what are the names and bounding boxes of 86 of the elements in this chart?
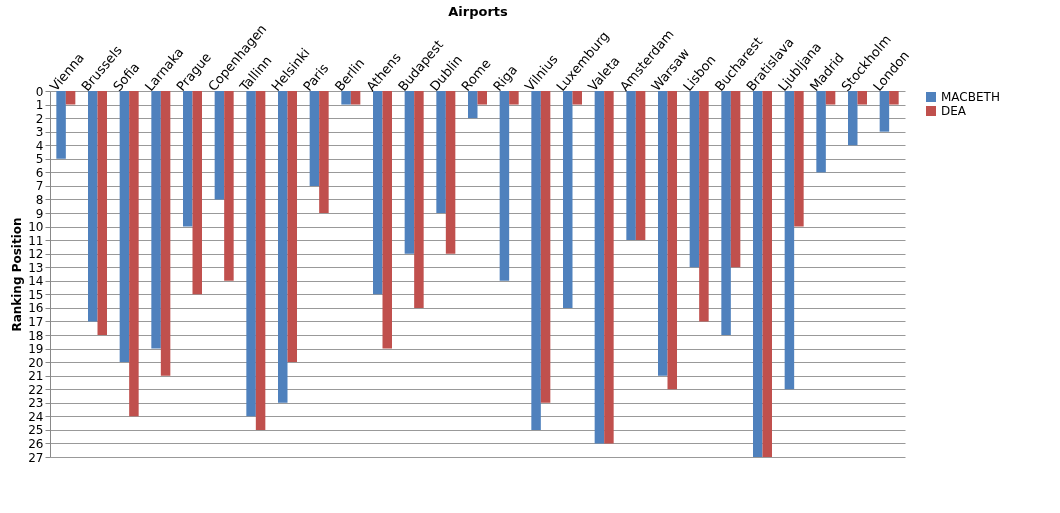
bar bbox=[658, 91, 668, 376]
y-tick-label: 12 bbox=[28, 247, 44, 262]
bar bbox=[56, 91, 66, 159]
bar bbox=[278, 91, 288, 403]
y-tick-label: 6 bbox=[35, 165, 44, 180]
y-tick-label: 2 bbox=[35, 111, 44, 126]
bar bbox=[246, 91, 256, 417]
bar bbox=[192, 91, 202, 295]
bar bbox=[183, 91, 193, 227]
bar bbox=[889, 91, 899, 105]
y-tick-label: 11 bbox=[28, 233, 44, 248]
bar bbox=[531, 91, 541, 430]
y-tick-label: 20 bbox=[28, 355, 44, 370]
bar bbox=[699, 91, 709, 322]
y-tick-label: 17 bbox=[28, 314, 44, 329]
y-tick-label: 9 bbox=[35, 206, 44, 221]
y-tick-label: 15 bbox=[28, 287, 44, 302]
bar bbox=[604, 91, 614, 444]
y-tick-label: 26 bbox=[28, 436, 44, 451]
y-tick-label: 13 bbox=[28, 260, 44, 275]
bar bbox=[689, 91, 700, 268]
bar bbox=[572, 91, 582, 105]
bar bbox=[160, 91, 171, 376]
bar bbox=[373, 91, 383, 295]
bar bbox=[563, 91, 573, 308]
bar bbox=[468, 91, 478, 119]
bar bbox=[594, 91, 605, 444]
y-tick-label: 27 bbox=[28, 450, 44, 465]
bar bbox=[224, 91, 234, 281]
bar bbox=[794, 91, 804, 227]
bar bbox=[509, 91, 519, 105]
bar bbox=[540, 91, 551, 403]
bar bbox=[341, 91, 351, 105]
bar bbox=[119, 91, 130, 363]
y-tick-label: 1 bbox=[35, 98, 44, 113]
bar bbox=[445, 91, 456, 254]
x-axis-title: Airports bbox=[448, 3, 509, 19]
y-tick-label: 21 bbox=[28, 369, 44, 384]
bar bbox=[816, 91, 826, 173]
y-tick-label: 16 bbox=[28, 301, 44, 316]
bar bbox=[753, 91, 763, 457]
bar bbox=[319, 91, 329, 213]
y-axis-title: Ranking Position bbox=[10, 217, 25, 332]
bar bbox=[65, 91, 76, 105]
y-tick-label: 5 bbox=[35, 152, 44, 167]
bar bbox=[414, 91, 424, 308]
y-tick-label: 4 bbox=[35, 138, 44, 153]
bar bbox=[477, 91, 487, 105]
bar bbox=[97, 91, 107, 335]
bar bbox=[88, 91, 98, 322]
bar bbox=[857, 91, 867, 105]
bar bbox=[825, 91, 836, 105]
y-tick-label: 10 bbox=[28, 220, 44, 235]
y-tick-label: 18 bbox=[28, 328, 44, 343]
bar bbox=[309, 91, 320, 186]
bar bbox=[626, 91, 636, 241]
y-tick-label: 22 bbox=[28, 382, 44, 397]
bar bbox=[382, 91, 392, 349]
y-tick-label: 3 bbox=[35, 125, 44, 140]
y-tick-label: 23 bbox=[28, 396, 44, 411]
bar bbox=[730, 91, 741, 268]
bar bbox=[635, 91, 646, 241]
y-tick-label: 24 bbox=[28, 409, 44, 424]
bar bbox=[214, 91, 225, 200]
bar bbox=[350, 91, 361, 105]
bar bbox=[879, 91, 890, 132]
legend-label: DEA bbox=[941, 104, 967, 118]
y-tick-label: 19 bbox=[28, 342, 44, 357]
bar bbox=[129, 91, 139, 417]
bar bbox=[667, 91, 677, 390]
bar bbox=[499, 91, 510, 281]
y-tick-label: 25 bbox=[28, 423, 44, 438]
bar bbox=[784, 91, 795, 390]
bar bbox=[848, 91, 858, 146]
y-tick-label: 7 bbox=[35, 179, 44, 194]
bar bbox=[436, 91, 446, 213]
y-tick-label: 14 bbox=[28, 274, 44, 289]
bar bbox=[151, 91, 161, 349]
bar bbox=[762, 91, 772, 457]
bar bbox=[721, 91, 731, 335]
bar bbox=[255, 91, 266, 430]
bar bbox=[287, 91, 297, 363]
y-tick-label: 8 bbox=[35, 192, 44, 207]
y-tick-label: 0 bbox=[35, 84, 44, 99]
bar bbox=[404, 91, 415, 254]
legend-label: MACBETH bbox=[941, 90, 1000, 104]
